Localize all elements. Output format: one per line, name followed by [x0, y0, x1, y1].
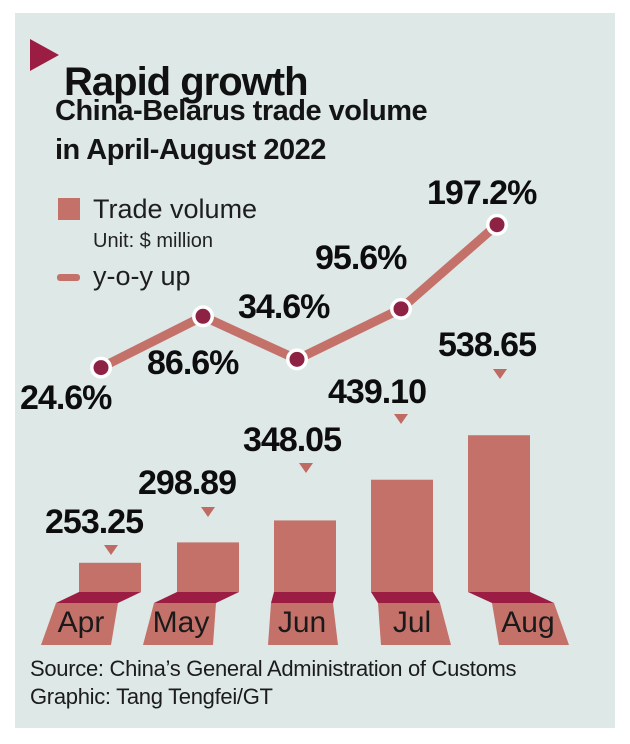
pct-label-apr: 24.6%: [20, 379, 112, 417]
bar-jul: [371, 479, 433, 592]
point-aug: [489, 217, 505, 233]
pct-label-jul: 95.6%: [315, 239, 407, 277]
pedestal-front-jul: [378, 603, 451, 645]
point-apr: [93, 360, 109, 376]
pedestal-top-may: [154, 592, 239, 603]
legend-yoy-label: y-o-y up: [93, 261, 191, 291]
value-label-jul: 439.10: [328, 373, 427, 411]
bar-apr: [79, 562, 141, 592]
month-label-jun: Jun: [277, 606, 327, 639]
point-jun: [289, 351, 305, 367]
marker-triangle-apr: [104, 545, 118, 555]
marker-triangle-jun: [299, 463, 313, 473]
subtitle-line-1: China-Belarus trade volume: [55, 95, 428, 127]
source-note: Source: China’s General Administration o…: [30, 655, 517, 711]
month-label-may: May: [152, 606, 210, 639]
value-label-aug: 538.65: [438, 326, 537, 364]
pedestal-front-apr: [41, 603, 118, 645]
point-jul: [393, 301, 409, 317]
credit-line: Graphic: Tang Tengfei/GT: [30, 684, 273, 709]
pedestal-front-may: [143, 603, 216, 645]
bar-may: [177, 542, 239, 592]
trade-volume-swatch-icon: [58, 198, 80, 220]
bar-aug: [468, 435, 530, 592]
title-arrow-icon: [30, 39, 59, 71]
pedestal-top-jun: [271, 592, 336, 603]
pedestal-front-aug: [492, 603, 569, 645]
marker-triangle-aug: [493, 369, 507, 379]
bar-jun: [274, 520, 336, 592]
value-label-may: 298.89: [138, 464, 237, 502]
pedestal-top-apr: [56, 592, 141, 603]
pedestal-top-jul: [371, 592, 440, 603]
pct-label-aug: 197.2%: [427, 174, 537, 212]
value-label-jun: 348.05: [243, 421, 342, 459]
marker-triangle-may: [201, 507, 215, 517]
pct-label-jun: 34.6%: [238, 288, 330, 326]
month-label-aug: Aug: [501, 606, 555, 639]
pedestal-front-jun: [268, 603, 338, 645]
subtitle-line-2: in April-August 2022: [55, 134, 326, 166]
pedestal-top-aug: [468, 592, 554, 603]
point-may: [195, 308, 211, 324]
pct-label-may: 86.6%: [147, 344, 239, 382]
source-line: Source: China’s General Administration o…: [30, 656, 517, 681]
legend-unit-label: Unit: $ million: [93, 230, 214, 252]
month-label-jul: Jul: [392, 606, 432, 639]
month-label-apr: Apr: [57, 606, 105, 639]
value-label-apr: 253.25: [45, 503, 144, 541]
legend-trade-volume-label: Trade volume: [93, 194, 258, 224]
page-title: Rapid growth: [64, 59, 309, 104]
yoy-line-swatch-icon: [57, 274, 80, 281]
marker-triangle-jul: [394, 414, 408, 424]
chart-subtitle: China-Belarus trade volume in April-Augu…: [55, 92, 428, 170]
